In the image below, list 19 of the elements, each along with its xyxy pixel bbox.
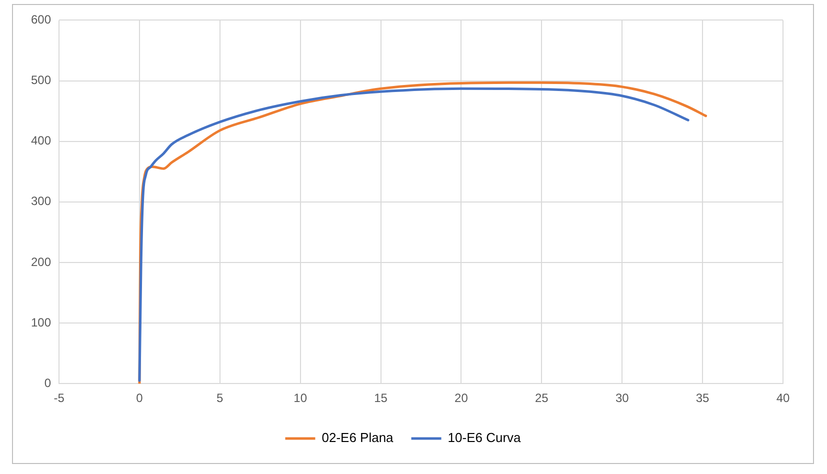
x-tick-label: -5: [54, 391, 65, 406]
x-tick-label: 40: [776, 391, 790, 406]
y-tick-label: 300: [30, 194, 52, 208]
y-tick-label: 400: [30, 134, 52, 148]
x-tick-label: 10: [294, 391, 308, 406]
legend-label: 02-E6 Plana: [322, 430, 394, 446]
x-tick-label: 35: [696, 391, 710, 406]
y-tick-label: 200: [30, 254, 52, 269]
y-tick-label: 600: [30, 12, 52, 27]
y-tick-label: 100: [30, 315, 52, 330]
x-tick-label: 20: [454, 391, 468, 406]
legend-label: 10-E6 Curva: [448, 430, 522, 446]
x-tick-label: 15: [374, 391, 388, 406]
y-tick-label: 0: [44, 376, 52, 390]
x-tick-label: 5: [216, 391, 224, 406]
x-tick-label: 30: [615, 391, 630, 406]
x-tick-label: 0: [136, 391, 144, 406]
y-tick-label: 500: [30, 73, 52, 88]
x-tick-label: 25: [534, 391, 549, 406]
